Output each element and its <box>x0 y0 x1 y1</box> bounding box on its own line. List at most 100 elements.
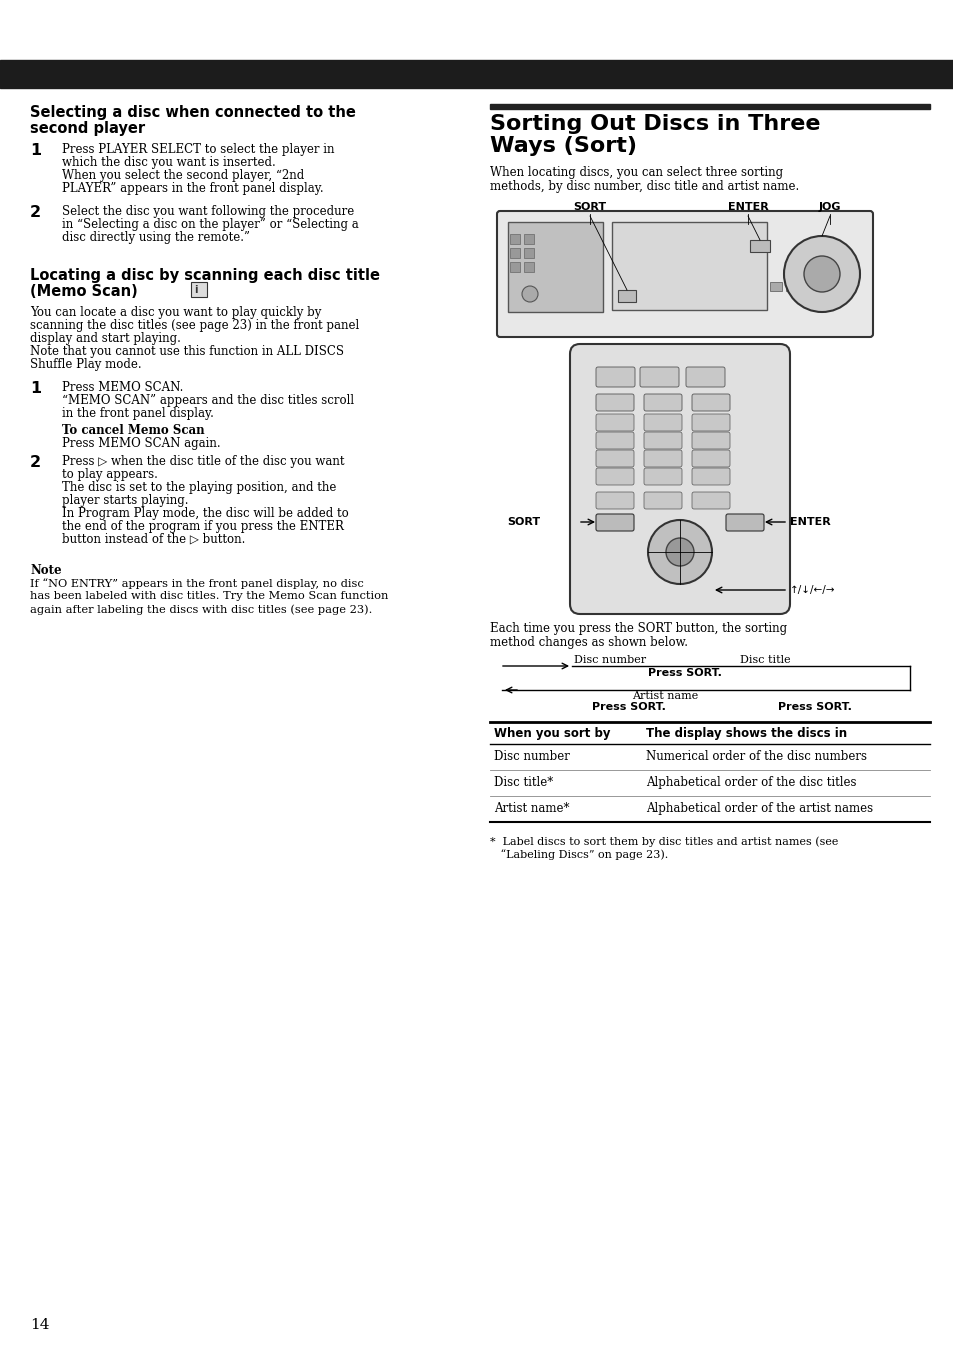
Text: the end of the program if you press the ENTER: the end of the program if you press the … <box>62 520 343 534</box>
Text: i: i <box>193 285 197 295</box>
FancyBboxPatch shape <box>596 492 634 509</box>
Text: 2: 2 <box>30 455 41 470</box>
Text: Sorting Out Discs in Three: Sorting Out Discs in Three <box>490 113 820 134</box>
Text: When locating discs, you can select three sorting: When locating discs, you can select thre… <box>490 166 782 178</box>
Text: display and start playing.: display and start playing. <box>30 332 181 345</box>
Text: SORT: SORT <box>573 203 606 212</box>
Bar <box>523 262 534 272</box>
Text: Press MEMO SCAN.: Press MEMO SCAN. <box>62 381 183 394</box>
FancyBboxPatch shape <box>691 432 729 449</box>
Text: The disc is set to the playing position, and the: The disc is set to the playing position,… <box>62 481 336 494</box>
Text: ENTER: ENTER <box>727 203 767 212</box>
Text: disc directly using the remote.”: disc directly using the remote.” <box>62 231 250 245</box>
Text: When you select the second player, “2nd: When you select the second player, “2nd <box>62 169 304 182</box>
Bar <box>785 282 797 290</box>
Text: Note that you cannot use this function in ALL DISCS: Note that you cannot use this function i… <box>30 345 344 358</box>
Text: Ways (Sort): Ways (Sort) <box>490 136 637 155</box>
Text: If “NO ENTRY” appears in the front panel display, no disc: If “NO ENTRY” appears in the front panel… <box>30 578 363 589</box>
Text: Shuffle Play mode.: Shuffle Play mode. <box>30 358 141 372</box>
FancyBboxPatch shape <box>596 394 634 411</box>
Text: Disc title: Disc title <box>740 655 790 665</box>
FancyBboxPatch shape <box>596 450 634 467</box>
Bar <box>769 282 781 290</box>
Bar <box>0 59 953 88</box>
Text: Press SORT.: Press SORT. <box>592 703 665 712</box>
Text: method changes as shown below.: method changes as shown below. <box>490 636 687 648</box>
Text: Playing CDs: Playing CDs <box>30 68 118 81</box>
Text: When you sort by: When you sort by <box>494 727 610 740</box>
Bar <box>749 240 769 253</box>
Text: Selecting a disc when connected to the: Selecting a disc when connected to the <box>30 105 355 120</box>
Text: Artist name: Artist name <box>631 690 698 701</box>
FancyBboxPatch shape <box>643 492 681 509</box>
Text: methods, by disc number, disc title and artist name.: methods, by disc number, disc title and … <box>490 180 799 193</box>
Text: has been labeled with disc titles. Try the Memo Scan function: has been labeled with disc titles. Try t… <box>30 590 388 601</box>
Text: Each time you press the SORT button, the sorting: Each time you press the SORT button, the… <box>490 621 786 635</box>
Text: 1: 1 <box>30 381 41 396</box>
Bar <box>612 222 766 309</box>
FancyBboxPatch shape <box>643 413 681 431</box>
FancyBboxPatch shape <box>596 467 634 485</box>
Circle shape <box>521 286 537 303</box>
Text: 1: 1 <box>30 143 41 158</box>
Text: Press SORT.: Press SORT. <box>778 703 851 712</box>
Text: scanning the disc titles (see page 23) in the front panel: scanning the disc titles (see page 23) i… <box>30 319 359 332</box>
Text: to play appears.: to play appears. <box>62 467 157 481</box>
Text: Note: Note <box>30 563 62 577</box>
Text: In Program Play mode, the disc will be added to: In Program Play mode, the disc will be a… <box>62 507 349 520</box>
Text: Artist name*: Artist name* <box>494 802 569 815</box>
Text: Press MEMO SCAN again.: Press MEMO SCAN again. <box>62 436 220 450</box>
Text: in the front panel display.: in the front panel display. <box>62 407 213 420</box>
Circle shape <box>665 538 693 566</box>
Text: ENTER: ENTER <box>789 517 830 527</box>
Bar <box>523 249 534 258</box>
Text: Disc number: Disc number <box>494 750 569 763</box>
Text: (Memo Scan): (Memo Scan) <box>30 284 137 299</box>
Text: Select the disc you want following the procedure: Select the disc you want following the p… <box>62 205 354 218</box>
FancyBboxPatch shape <box>643 467 681 485</box>
Text: Press PLAYER SELECT to select the player in: Press PLAYER SELECT to select the player… <box>62 143 335 155</box>
Text: Locating a disc by scanning each disc title: Locating a disc by scanning each disc ti… <box>30 267 379 282</box>
FancyBboxPatch shape <box>596 413 634 431</box>
Bar <box>510 234 519 245</box>
Bar <box>801 282 813 290</box>
Circle shape <box>783 236 859 312</box>
Text: You can locate a disc you want to play quickly by: You can locate a disc you want to play q… <box>30 305 321 319</box>
FancyBboxPatch shape <box>691 413 729 431</box>
Text: Numerical order of the disc numbers: Numerical order of the disc numbers <box>645 750 866 763</box>
Bar <box>490 104 929 109</box>
FancyBboxPatch shape <box>191 282 207 297</box>
Text: JOG: JOG <box>818 203 841 212</box>
Text: Press SORT.: Press SORT. <box>647 667 721 678</box>
Text: player starts playing.: player starts playing. <box>62 494 189 507</box>
FancyBboxPatch shape <box>691 467 729 485</box>
Text: ↑/↓/←/→: ↑/↓/←/→ <box>789 585 835 594</box>
Circle shape <box>647 520 711 584</box>
Text: PLAYER” appears in the front panel display.: PLAYER” appears in the front panel displ… <box>62 182 323 195</box>
Text: To cancel Memo Scan: To cancel Memo Scan <box>62 424 204 436</box>
Text: Press ▷ when the disc title of the disc you want: Press ▷ when the disc title of the disc … <box>62 455 344 467</box>
Text: “MEMO SCAN” appears and the disc titles scroll: “MEMO SCAN” appears and the disc titles … <box>62 394 354 407</box>
Bar <box>510 249 519 258</box>
Bar <box>523 234 534 245</box>
FancyBboxPatch shape <box>596 367 635 386</box>
Circle shape <box>803 255 840 292</box>
Text: Disc title*: Disc title* <box>494 775 553 789</box>
Text: 14: 14 <box>30 1319 50 1332</box>
Text: Disc number: Disc number <box>574 655 645 665</box>
Text: Alphabetical order of the disc titles: Alphabetical order of the disc titles <box>645 775 856 789</box>
FancyBboxPatch shape <box>691 394 729 411</box>
FancyBboxPatch shape <box>596 432 634 449</box>
Text: SORT: SORT <box>506 517 539 527</box>
Text: “Labeling Discs” on page 23).: “Labeling Discs” on page 23). <box>490 848 667 859</box>
FancyBboxPatch shape <box>596 513 634 531</box>
Text: button instead of the ▷ button.: button instead of the ▷ button. <box>62 534 245 546</box>
FancyBboxPatch shape <box>725 513 763 531</box>
Text: again after labeling the discs with disc titles (see page 23).: again after labeling the discs with disc… <box>30 604 372 615</box>
FancyBboxPatch shape <box>639 367 679 386</box>
Text: *  Label discs to sort them by disc titles and artist names (see: * Label discs to sort them by disc title… <box>490 836 838 847</box>
Bar <box>618 290 636 303</box>
FancyBboxPatch shape <box>685 367 724 386</box>
Text: The display shows the discs in: The display shows the discs in <box>645 727 846 740</box>
Text: second player: second player <box>30 122 145 136</box>
